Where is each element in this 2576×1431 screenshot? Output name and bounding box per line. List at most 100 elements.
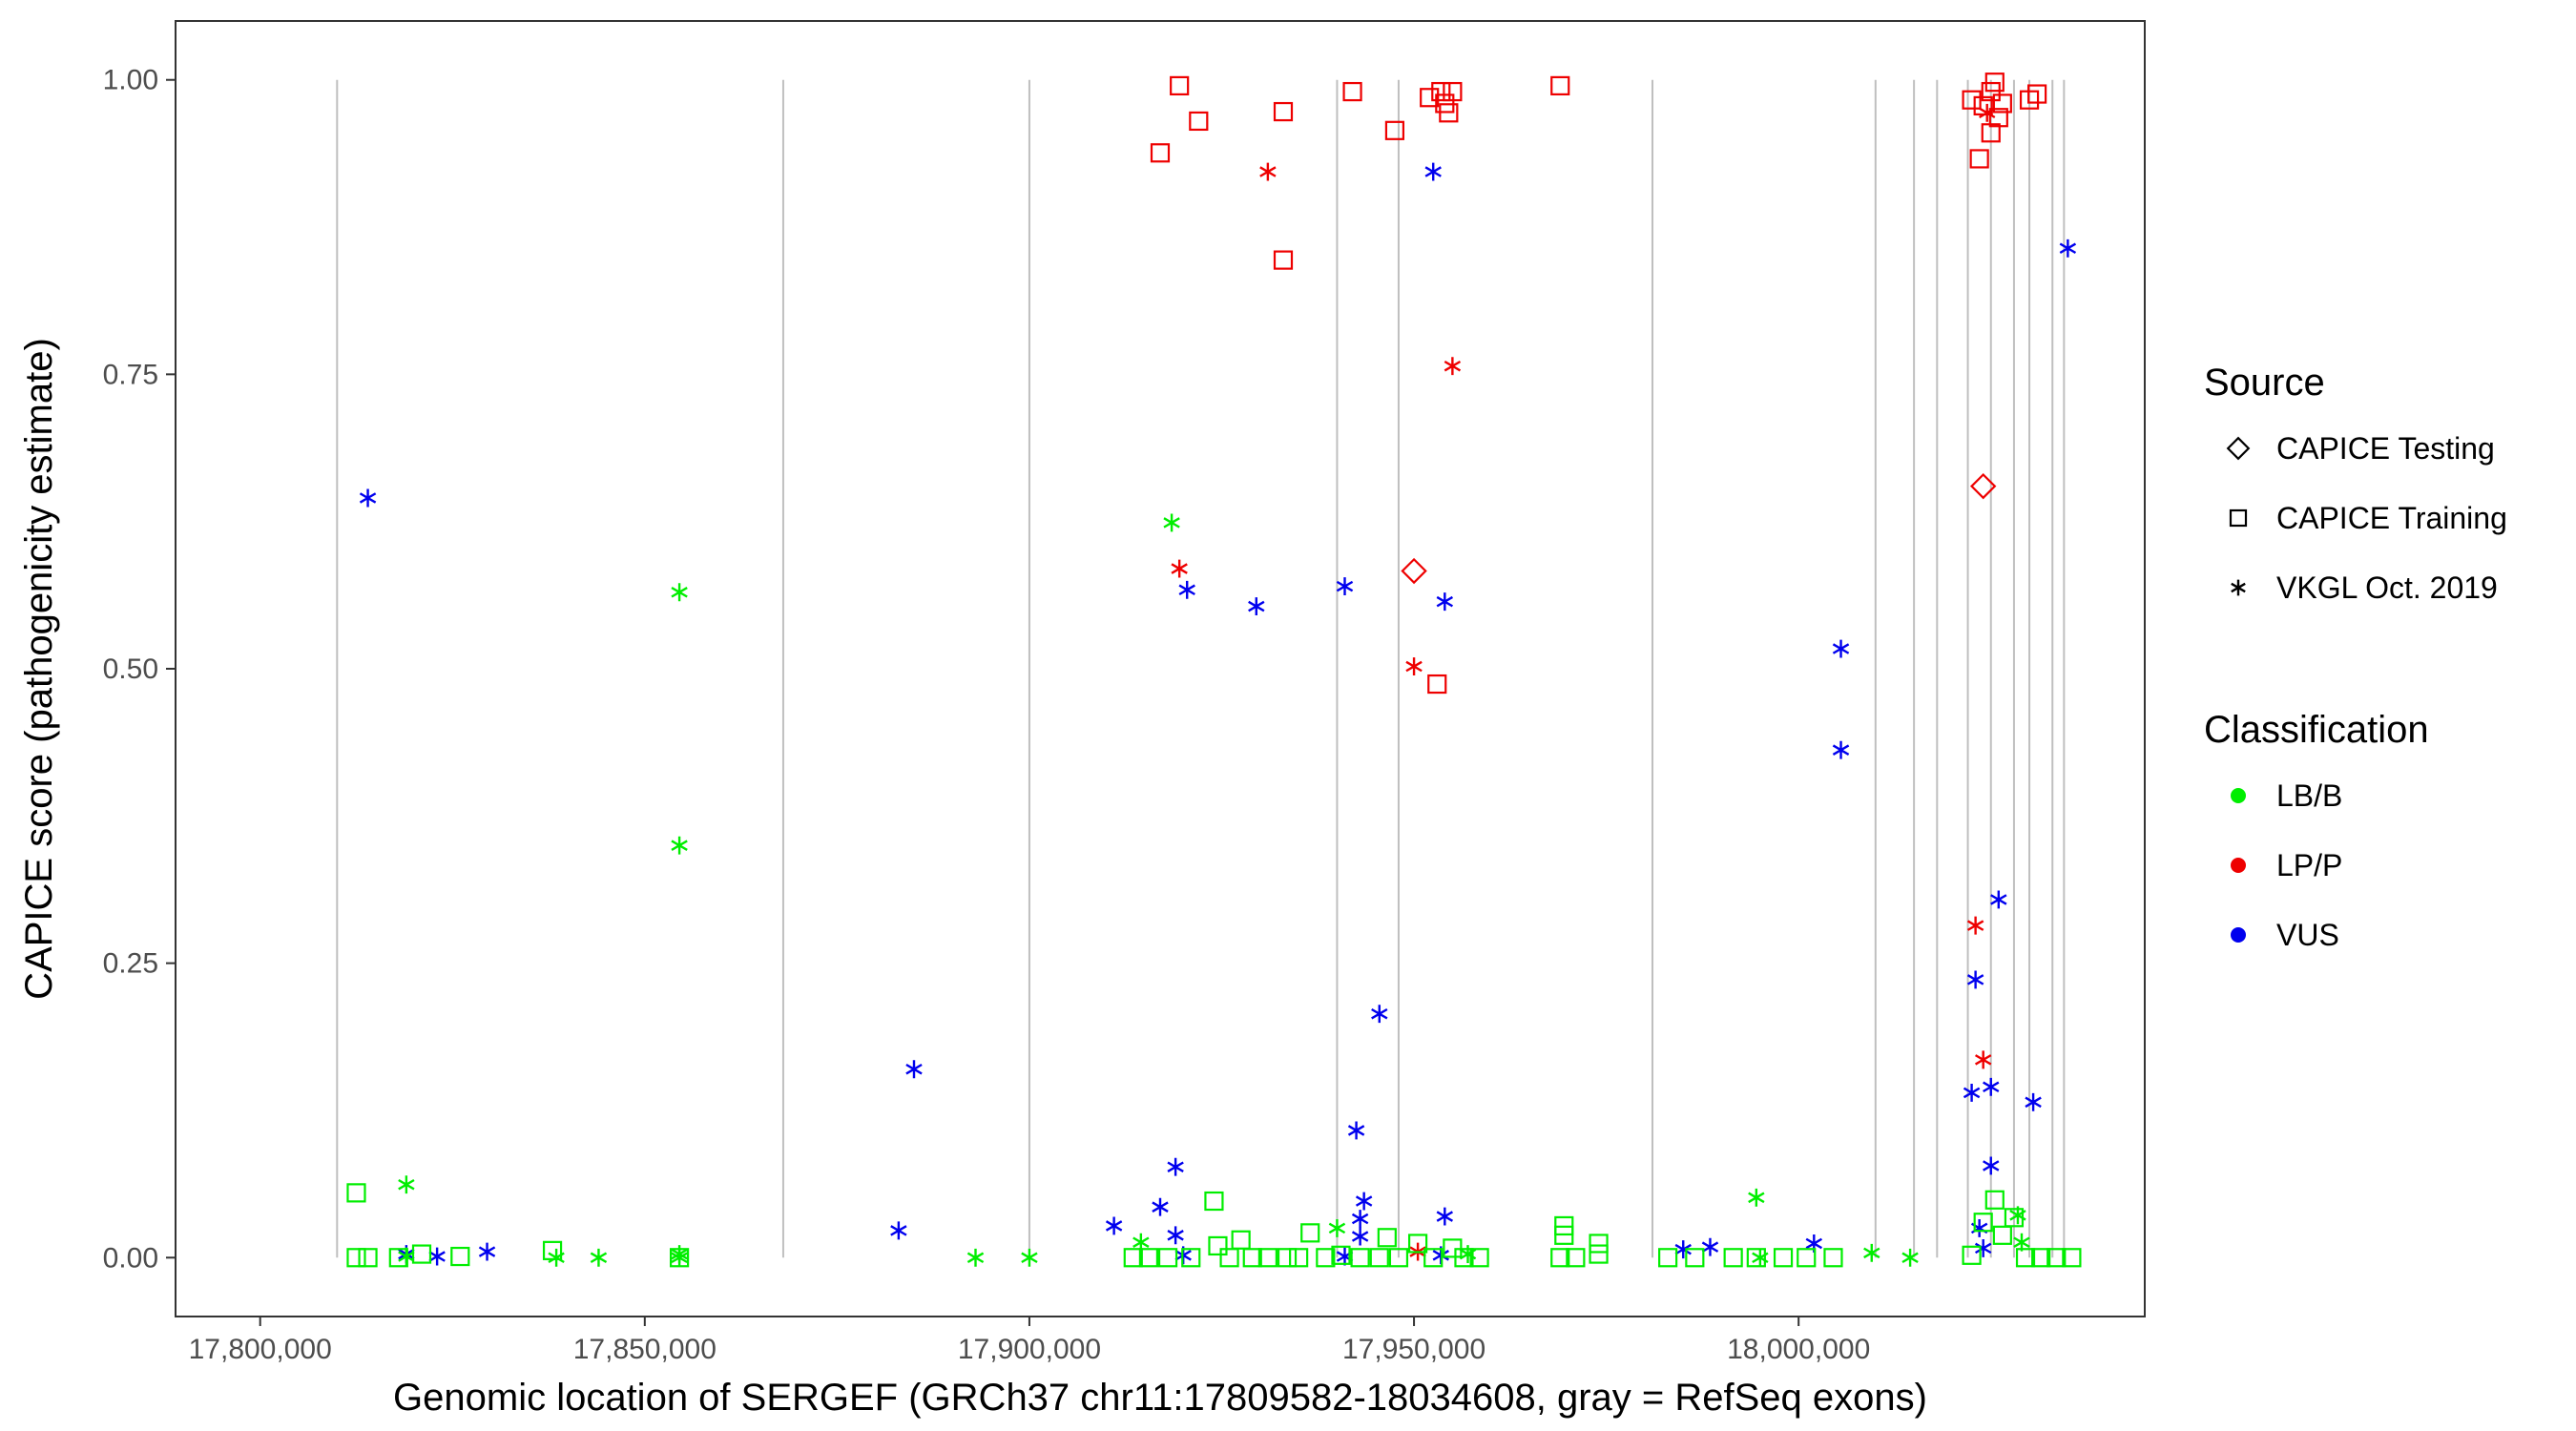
point-square-lpp [1420, 88, 1440, 108]
point-square-lbb [1350, 1248, 1370, 1268]
point-asterisk-lpp [1979, 103, 1996, 122]
y-tick-label: 0.50 [103, 653, 158, 685]
point-asterisk-lbb [671, 583, 688, 602]
y-tick-label: 0.75 [103, 359, 158, 390]
legend-classification-title: Classification [2204, 709, 2429, 751]
point-square-lbb [542, 1240, 563, 1260]
exon-lines [336, 79, 2066, 1258]
point-square-lpp [1431, 81, 1451, 102]
point-square-lpp [2027, 84, 2047, 104]
point-square-lbb [1469, 1248, 1489, 1268]
point-square-lbb [1377, 1228, 1397, 1248]
point-square-lbb [1973, 1213, 1993, 1233]
point-square-lbb [1231, 1230, 1251, 1250]
point-asterisk-vus [1832, 639, 1850, 658]
point-square-lbb [1984, 1190, 2005, 1210]
point-asterisk-lbb [1163, 513, 1180, 532]
point-asterisk-vus [1424, 162, 1442, 181]
point-square-lpp [1189, 111, 1209, 132]
point-asterisk-vus [1966, 970, 1984, 989]
point-square-lpp [1550, 75, 1570, 96]
point-asterisk-vus [2059, 238, 2077, 258]
point-asterisk-vus [1436, 1207, 1454, 1226]
point-asterisk-lpp [1171, 559, 1188, 578]
point-asterisk-lbb [1748, 1188, 1765, 1207]
point-asterisk-vus [1983, 1077, 2000, 1096]
point-asterisk-vus [1371, 1005, 1388, 1024]
point-square-lbb [1550, 1248, 1570, 1268]
point-asterisk-vus [1974, 1238, 1992, 1257]
y-axis-title: CAPICE score (pathogenicity estimate) [18, 338, 60, 1000]
point-square-lbb [1823, 1248, 1843, 1268]
point-square-lbb [346, 1183, 366, 1203]
point-square-lpp [1384, 120, 1405, 140]
point-square-lbb [1797, 1248, 1817, 1268]
point-asterisk-vus [1701, 1237, 1719, 1256]
point-square-lbb [1962, 1245, 1982, 1265]
point-square-lbb [1204, 1191, 1224, 1212]
point-square-lpp [1443, 81, 1463, 102]
point-square-lbb [1157, 1248, 1178, 1268]
point-square-lbb [2015, 1248, 2036, 1268]
point-square-lbb [1773, 1248, 1794, 1268]
x-tick-label: 17,950,000 [1342, 1334, 1485, 1365]
point-asterisk-vus [1167, 1226, 1184, 1245]
x-tick-label: 17,800,000 [189, 1334, 332, 1365]
x-axis-title: Genomic location of SERGEF (GRCh37 chr11… [393, 1377, 1927, 1419]
point-square-lbb [1138, 1248, 1159, 1268]
legend-key-square [2229, 508, 2248, 528]
point-square-lbb [450, 1246, 470, 1267]
legend-source-label: CAPICE Testing [2276, 431, 2495, 466]
point-asterisk-vus [2025, 1092, 2042, 1111]
legend-source-label: CAPICE Training [2276, 501, 2507, 535]
point-square-lbb [1242, 1248, 1262, 1268]
point-asterisk-vus [1347, 1121, 1365, 1140]
point-square-lbb [2062, 1248, 2082, 1268]
point-asterisk-lbb [966, 1248, 985, 1267]
legend-key-dot [2231, 788, 2246, 803]
point-asterisk-lpp [1966, 916, 1984, 935]
data-points [346, 73, 2082, 1268]
point-square-lpp [1150, 143, 1171, 163]
legend: Source Classification CAPICE Testing CAPI… [2204, 362, 2507, 952]
point-square-lpp [1170, 75, 1190, 96]
point-square-lbb [1992, 1225, 2012, 1245]
legend-class-label: LP/P [2276, 848, 2342, 882]
point-asterisk-lbb [590, 1248, 608, 1267]
point-asterisk-vus [359, 488, 377, 508]
point-asterisk-vus [478, 1242, 496, 1261]
point-asterisk-vus [1152, 1197, 1169, 1216]
point-square-lbb [1723, 1248, 1743, 1268]
x-tick-label: 18,000,000 [1727, 1334, 1870, 1365]
point-diamond-lpp [1969, 472, 1997, 500]
point-square-lpp [1969, 149, 1989, 169]
point-square-lbb [346, 1248, 366, 1268]
point-square-lbb [2031, 1248, 2051, 1268]
point-asterisk-lpp [1974, 1050, 1992, 1069]
point-square-lbb [1208, 1235, 1228, 1256]
point-square-lbb [2046, 1248, 2067, 1268]
x-tick-label: 17,850,000 [573, 1334, 717, 1365]
point-square-lbb [1277, 1248, 1298, 1268]
point-square-lbb [2004, 1208, 2025, 1228]
point-asterisk-vus [1167, 1157, 1184, 1176]
point-square-lbb [1181, 1248, 1201, 1268]
point-square-lbb [1300, 1223, 1320, 1243]
point-diamond-lpp [1401, 557, 1427, 585]
legend-source-label: VKGL Oct. 2019 [2276, 570, 2498, 605]
legend-class-label: LB/B [2276, 778, 2342, 813]
point-square-lpp [1273, 101, 1294, 122]
legend-class-label: VUS [2276, 918, 2339, 952]
y-tick-label: 1.00 [103, 65, 158, 96]
legend-key-asterisk [2231, 579, 2246, 596]
point-square-lbb [1746, 1248, 1766, 1268]
point-square-lbb [1257, 1248, 1278, 1268]
point-asterisk-vus [1178, 580, 1195, 599]
point-square-lbb [358, 1248, 378, 1268]
point-square-lbb [1658, 1248, 1678, 1268]
point-asterisk-vus [1990, 890, 2007, 909]
x-tick-label: 17,900,000 [958, 1334, 1101, 1365]
point-square-lpp [1992, 93, 2012, 114]
point-square-lbb [1589, 1244, 1609, 1264]
